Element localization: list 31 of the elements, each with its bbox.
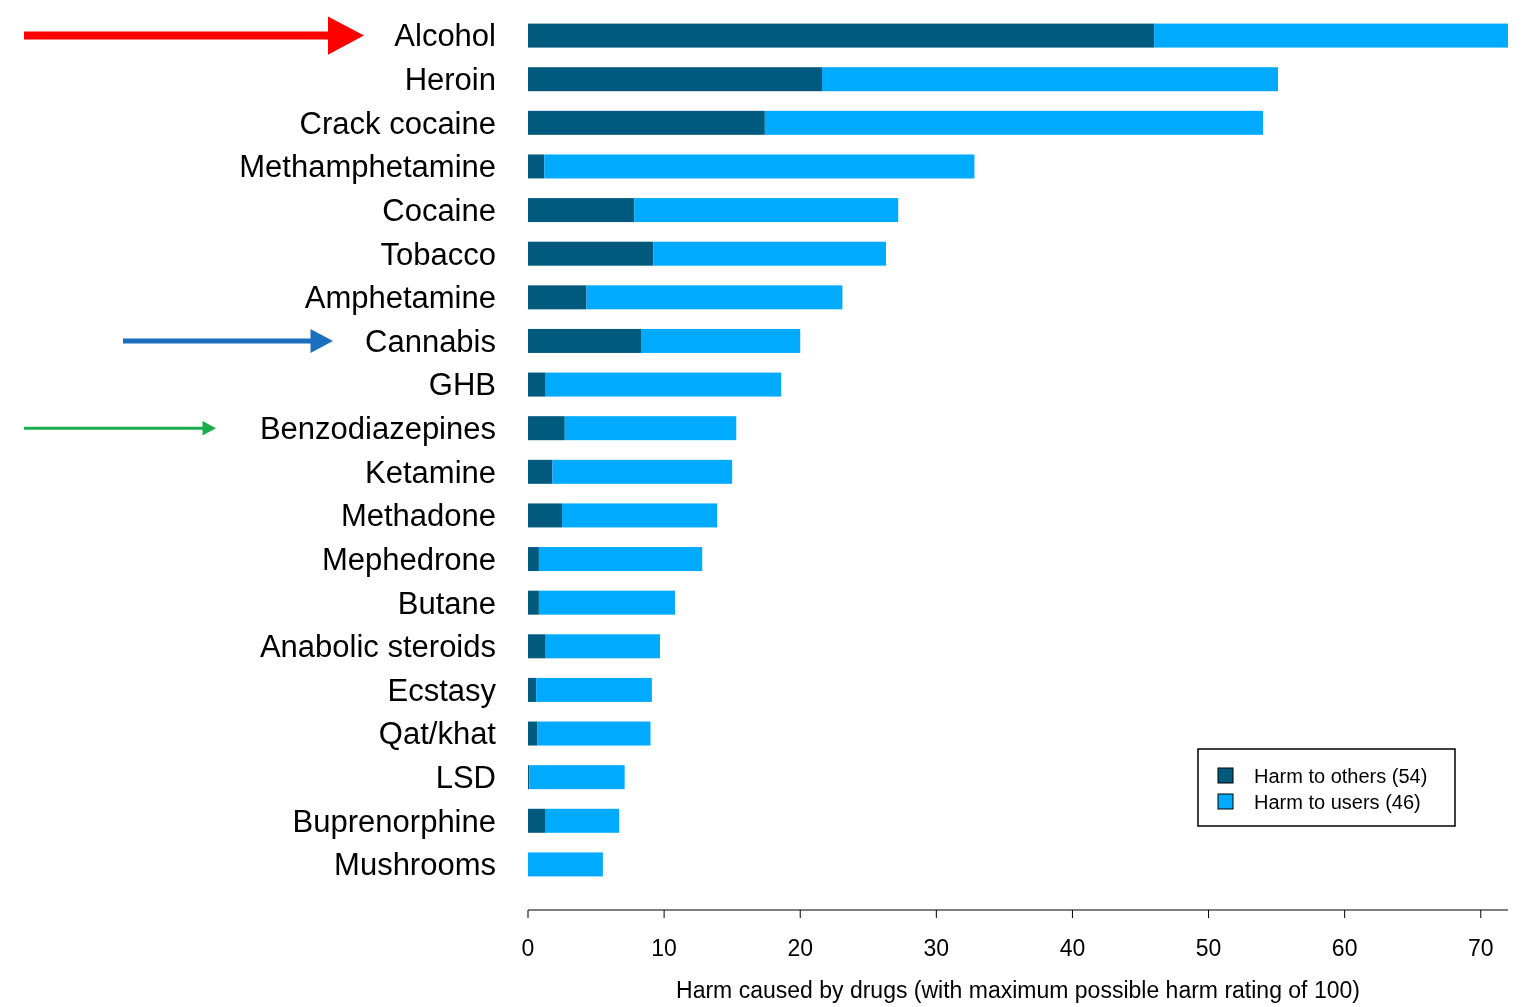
y-tick-label: Methadone: [340, 498, 496, 534]
y-tick-label: Buprenorphine: [292, 803, 496, 839]
y-tick-label: Mushrooms: [334, 847, 496, 883]
x-tick-label: 0: [521, 935, 535, 961]
x-tick-label: 50: [1195, 935, 1222, 961]
y-tick-label: Cocaine: [382, 192, 496, 228]
x-tick-label: 60: [1331, 935, 1358, 961]
x-tick-label: 40: [1059, 935, 1086, 961]
x-tick-label: 30: [923, 935, 950, 961]
y-tick-label: Cannabis: [365, 323, 496, 359]
y-tick-label: Butane: [397, 585, 496, 621]
x-tick-label: 10: [651, 935, 677, 961]
y-tick-label: Qat/khat: [378, 716, 497, 752]
y-tick-label: Ketamine: [365, 454, 496, 490]
x-tick-label: 20: [787, 935, 814, 961]
y-tick-label: Tobacco: [380, 236, 496, 272]
y-tick-label: Benzodiazepines: [259, 411, 496, 447]
y-tick-label: Anabolic steroids: [259, 629, 496, 665]
y-tick-label: Mephedrone: [321, 541, 496, 577]
legend-label: Harm to users (46): [1254, 791, 1421, 813]
x-axis-title: Harm caused by drugs (with maximum possible harm rating of 100): [676, 977, 1360, 1003]
x-tick-label: 70: [1467, 935, 1494, 961]
y-tick-label: Amphetamine: [304, 280, 496, 316]
y-tick-label: LSD: [435, 760, 496, 796]
y-tick-label: Heroin: [404, 62, 496, 98]
y-tick-label: Crack cocaine: [299, 105, 496, 141]
y-tick-label: Alcohol: [394, 18, 496, 54]
y-tick-label: Ecstasy: [387, 672, 497, 708]
y-tick-label: GHB: [428, 367, 496, 403]
legend-label: Harm to others (54): [1254, 765, 1428, 787]
y-tick-label: Methamphetamine: [239, 149, 496, 185]
